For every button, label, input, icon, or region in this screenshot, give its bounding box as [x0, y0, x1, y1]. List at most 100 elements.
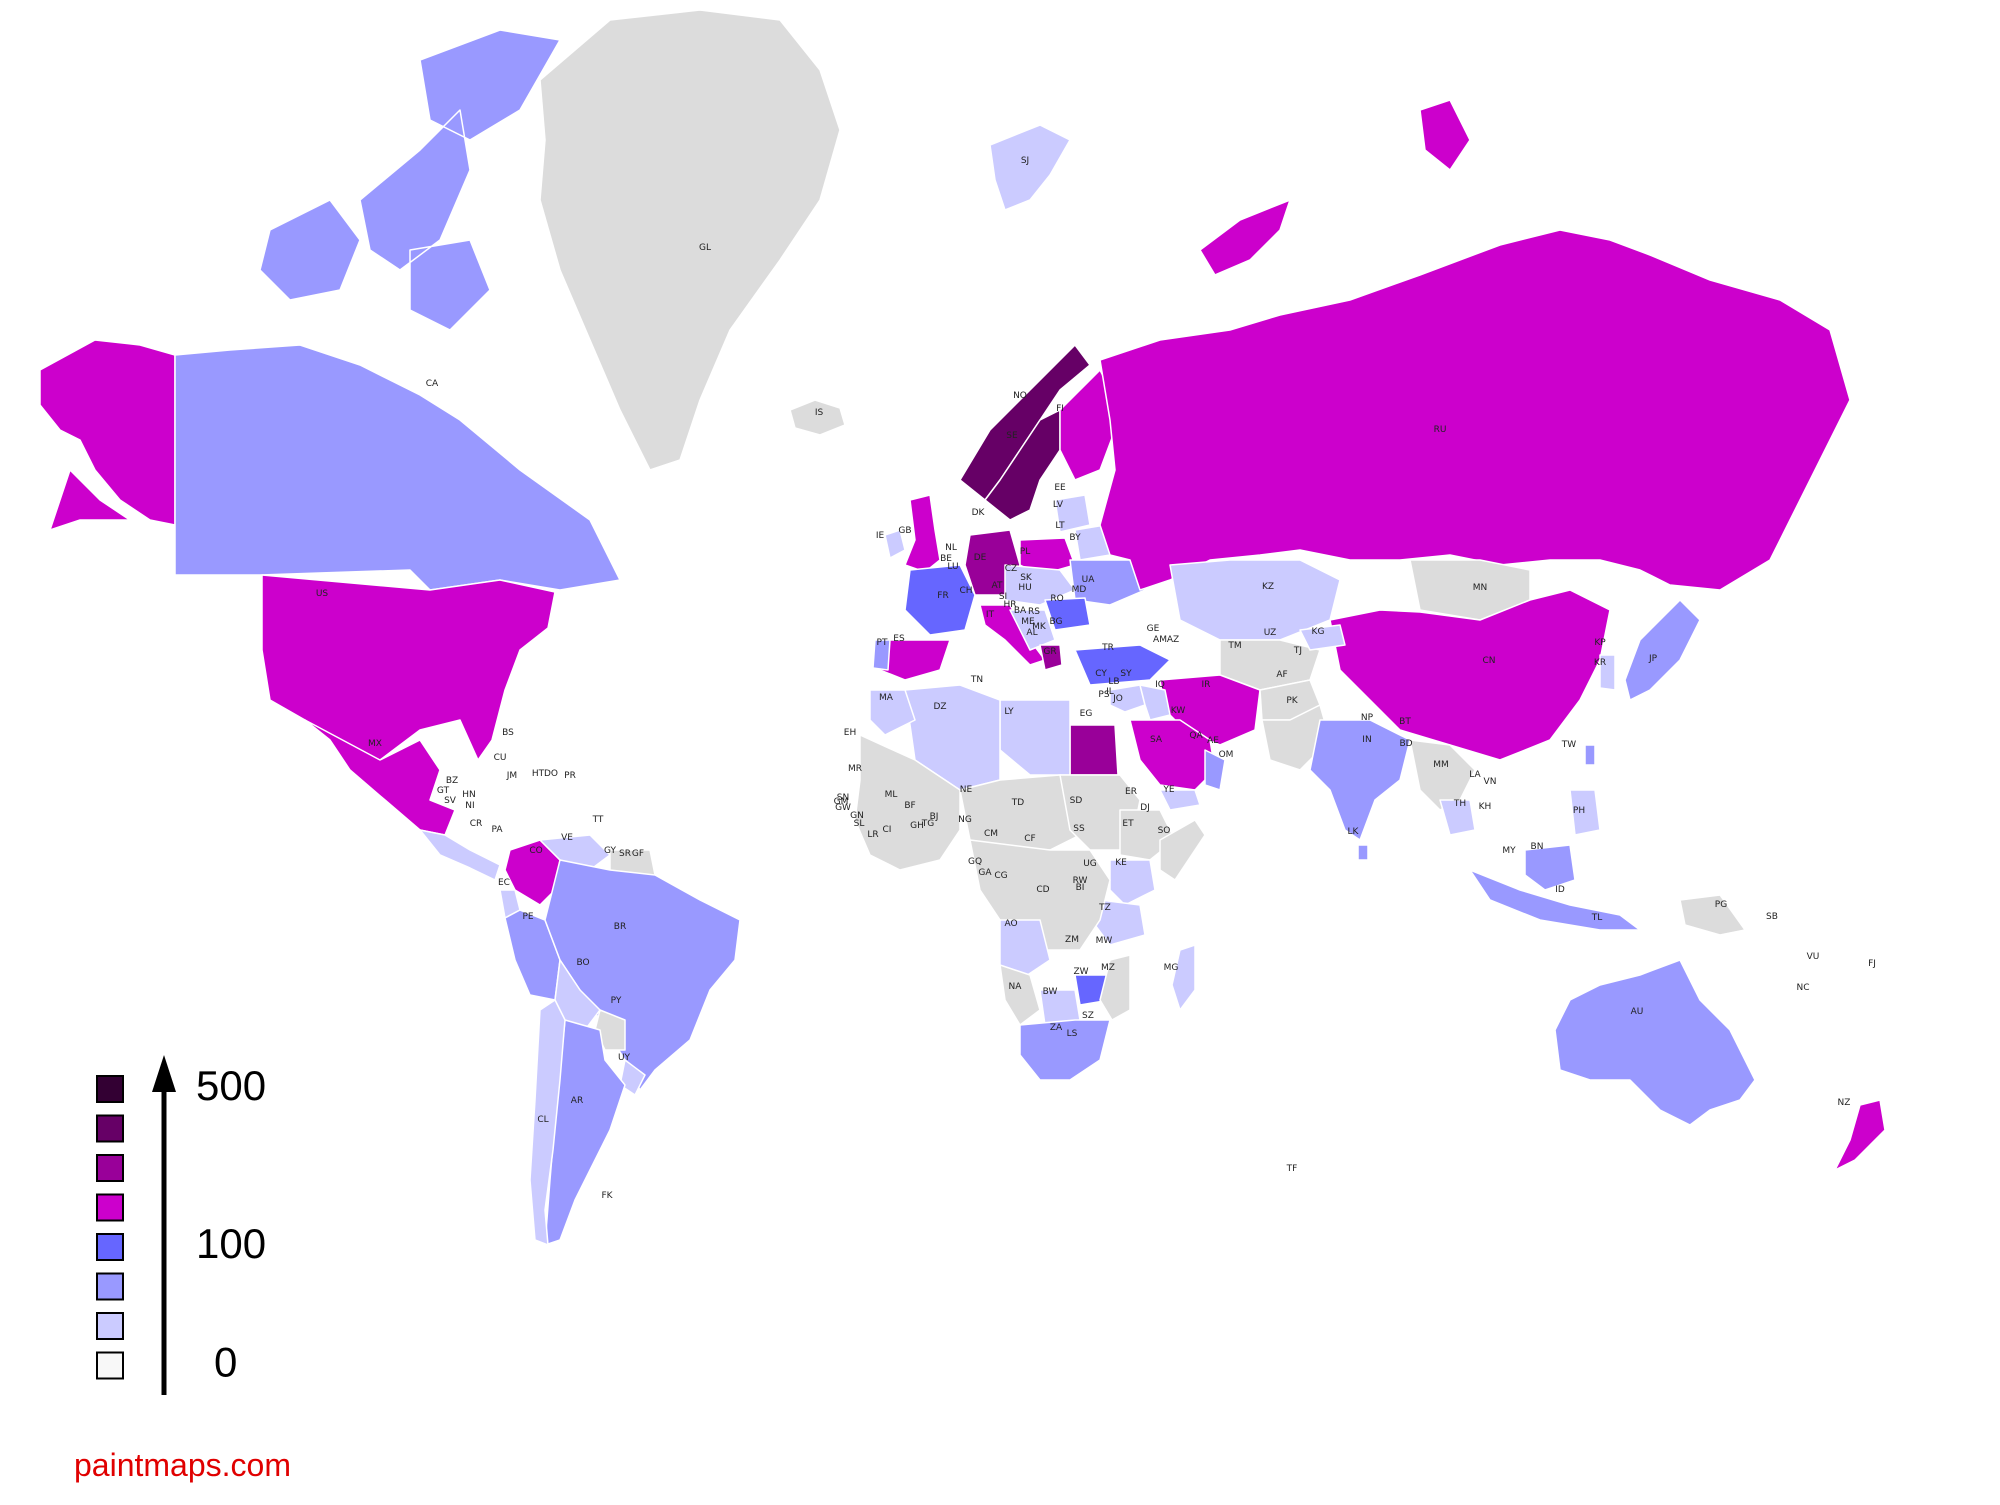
country-code-lr: LR: [867, 830, 878, 840]
region-madagascar: [1171, 944, 1196, 1011]
country-regions: [39, 9, 1886, 1246]
country-code-ly: LY: [1004, 707, 1014, 717]
country-code-ao: AO: [1004, 919, 1017, 929]
country-code-az: AZ: [1167, 635, 1179, 645]
country-code-kw: KW: [1171, 706, 1186, 716]
country-code-hr: HR: [1003, 600, 1016, 610]
country-code-pt: PT: [877, 638, 888, 648]
region-taiwan: [1584, 744, 1596, 766]
country-code-kp: KP: [1594, 638, 1606, 648]
region-central-europe: [1004, 564, 1076, 606]
country-code-sj: SJ: [1021, 156, 1029, 166]
country-code-bo: BO: [576, 958, 589, 968]
region-china: [1329, 589, 1611, 761]
country-code-gh: GH: [910, 821, 924, 831]
country-code-pa: PA: [491, 825, 503, 835]
region-levant: [1109, 684, 1146, 713]
legend-swatch-6: [96, 1114, 124, 1143]
region-kenya: [1109, 859, 1156, 906]
country-code-il: IL: [1106, 687, 1114, 697]
country-code-gm: GM: [834, 797, 849, 807]
country-code-bf: BF: [904, 801, 915, 811]
country-code-bt: BT: [1399, 717, 1411, 727]
country-code-ee: EE: [1054, 483, 1066, 493]
region-ireland: [884, 529, 906, 559]
region-india: [1309, 719, 1411, 841]
country-code-om: OM: [1219, 750, 1234, 760]
country-code-lk: LK: [1348, 827, 1360, 837]
country-code-cy: CY: [1095, 669, 1107, 679]
country-code-tj: TJ: [1293, 646, 1302, 656]
legend-swatch-5: [96, 1154, 124, 1182]
region-new-guinea: [1679, 894, 1746, 936]
country-code-tn: TN: [970, 675, 983, 685]
region-egypt: [1069, 724, 1119, 776]
legend-swatch-1: [96, 1312, 124, 1340]
country-code-gr: GR: [1043, 647, 1056, 657]
country-code-tf: TF: [1286, 1164, 1298, 1174]
country-code-tm: TM: [1227, 641, 1241, 651]
country-code-is: IS: [815, 408, 824, 418]
country-code-gn: GN: [850, 811, 864, 821]
country-code-cn: CN: [1482, 656, 1495, 666]
map-legend: 500 100 0: [96, 1055, 266, 1395]
country-code-fr: FR: [937, 591, 948, 601]
legend-swatch-0: [96, 1351, 124, 1380]
country-code-bi: BI: [1076, 883, 1085, 893]
country-code-fj: FJ: [1868, 959, 1876, 969]
region-somalia: [1159, 819, 1206, 881]
region-thailand: [1439, 799, 1476, 836]
region-borneo: [1524, 844, 1576, 891]
country-code-sa: SA: [1150, 735, 1163, 745]
region-portugal: [872, 639, 891, 671]
country-code-bj: BJ: [930, 812, 939, 822]
legend-swatch-4: [96, 1193, 124, 1222]
country-code-ua: UA: [1082, 575, 1096, 585]
region-kyrgyzstan: [1299, 624, 1346, 651]
country-code-do: DO: [544, 769, 558, 779]
country-code-qa: QA: [1189, 731, 1203, 741]
country-code-si: SI: [999, 592, 1007, 602]
country-code-td: TD: [1011, 798, 1024, 808]
region-paraguay: [594, 1009, 626, 1051]
country-code-za: ZA: [1050, 1023, 1063, 1033]
country-code-cg: CG: [994, 871, 1007, 881]
country-code-de: DE: [974, 553, 987, 563]
legend-swatch-2: [96, 1272, 124, 1301]
country-code-uz: UZ: [1264, 628, 1277, 638]
region-venezuela: [539, 834, 611, 871]
country-code-kh: KH: [1479, 802, 1492, 812]
country-code-np: NP: [1361, 713, 1374, 723]
country-code-br: BR: [614, 922, 626, 932]
country-code-cz: CZ: [1005, 564, 1017, 574]
region-novaya-zemlya: [1199, 99, 1471, 276]
country-code-ye: YE: [1162, 785, 1174, 795]
country-code-af: AF: [1276, 670, 1287, 680]
country-code-ug: UG: [1083, 859, 1097, 869]
region-united-kingdom: [904, 494, 941, 573]
country-code-cl: CL: [537, 1115, 548, 1125]
country-code-gf: GF: [632, 849, 644, 859]
country-code-ge: GE: [1147, 624, 1160, 634]
country-code-bn: BN: [1531, 842, 1544, 852]
country-code-mx: MX: [368, 739, 382, 749]
region-canada: [174, 344, 621, 591]
country-code-sv: SV: [444, 796, 457, 806]
country-code-sr: SR: [619, 849, 631, 859]
country-code-mr: MR: [848, 764, 862, 774]
country-code-dz: DZ: [933, 702, 946, 712]
country-code-cm: CM: [984, 829, 998, 839]
region-romania: [1044, 597, 1091, 631]
country-code-am: AM: [1153, 635, 1167, 645]
country-code-ca: CA: [426, 379, 439, 389]
country-code-ni: NI: [465, 801, 474, 811]
country-code-ie: IE: [876, 531, 885, 541]
country-code-eg: EG: [1080, 709, 1093, 719]
country-code-bg: BG: [1050, 617, 1063, 627]
country-code-vn: VN: [1484, 777, 1497, 787]
country-code-ir: IR: [1202, 680, 1211, 690]
region-namibia: [999, 964, 1041, 1026]
country-code-tt: TT: [592, 815, 604, 825]
region-ukraine: [1069, 559, 1146, 606]
